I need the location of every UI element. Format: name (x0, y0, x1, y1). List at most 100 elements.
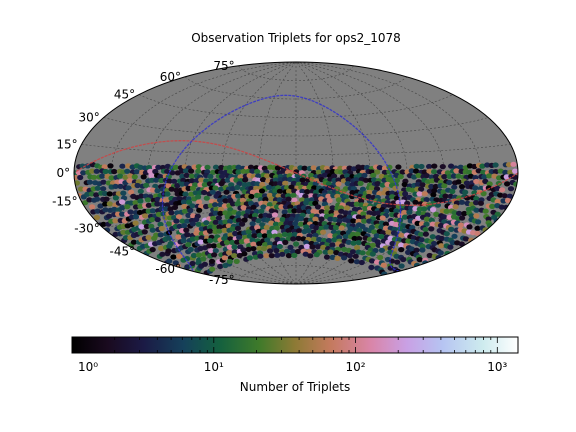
triplet-cell (377, 254, 384, 261)
triplet-cell (166, 178, 173, 184)
triplet-cell (497, 192, 504, 198)
triplet-cell (398, 247, 405, 253)
triplet-cell (379, 182, 386, 188)
triplet-cell (337, 214, 344, 220)
triplet-cell (419, 247, 426, 253)
triplet-cell (329, 254, 336, 260)
triplet-cell (291, 252, 298, 258)
triplet-cell (318, 209, 325, 215)
triplet-cell (198, 235, 205, 241)
triplet-cell (457, 164, 464, 170)
triplet-cell (494, 185, 501, 191)
triplet-cell (185, 212, 192, 218)
triplet-cell (348, 258, 355, 264)
triplet-cell (276, 197, 283, 203)
triplet-cell (393, 221, 400, 228)
triplet-cell (378, 233, 385, 240)
triplet-cell (287, 244, 294, 250)
triplet-cell (401, 209, 408, 216)
triplet-cell (462, 189, 469, 195)
triplet-cell (418, 237, 425, 243)
triplet-cell (294, 248, 302, 255)
triplet-cell (462, 236, 469, 242)
triplet-cell (405, 249, 412, 255)
triplet-cell (232, 230, 239, 237)
triplet-cell (426, 168, 433, 174)
triplet-cell (388, 178, 395, 184)
triplet-cell (280, 193, 287, 199)
triplet-cell (422, 226, 429, 233)
triplet-cell (335, 181, 342, 187)
triplet-cell (234, 201, 241, 207)
triplet-cell (433, 211, 440, 217)
triplet-cell (212, 185, 219, 191)
triplet-cell (117, 183, 124, 189)
triplet-cell (143, 182, 150, 188)
triplet-cell (103, 196, 110, 202)
triplet-cell (217, 206, 225, 212)
triplet-cell (397, 174, 404, 180)
triplet-cell (188, 178, 196, 184)
triplet-cell (281, 209, 288, 215)
triplet-cell (329, 168, 336, 175)
triplet-cell (122, 235, 130, 241)
triplet-cell (338, 225, 345, 231)
ecliptic-line (74, 140, 518, 206)
triplet-cell (186, 199, 193, 205)
triplet-cell (285, 196, 292, 202)
triplet-cell (314, 244, 321, 250)
triplet-cell (285, 228, 292, 234)
triplet-cell (378, 247, 385, 253)
triplet-cell (106, 191, 113, 197)
triplet-cell (119, 211, 126, 217)
triplet-cell (305, 228, 312, 234)
triplet-cell (239, 221, 246, 227)
triplet-cell (217, 210, 224, 216)
triplet-cell (210, 169, 217, 175)
galactic-plane-line (161, 94, 402, 272)
triplet-cell (82, 200, 89, 206)
triplet-cell (168, 210, 175, 216)
triplet-cell (307, 253, 314, 259)
triplet-cell (485, 216, 492, 222)
triplet-cell (380, 262, 387, 268)
triplet-cell (77, 186, 85, 192)
triplet-cell (328, 224, 335, 230)
triplet-cell (258, 188, 266, 194)
triplet-cell (274, 236, 281, 242)
triplet-cell (373, 233, 380, 239)
triplet-cell (267, 248, 274, 254)
triplet-cell (165, 248, 172, 254)
triplet-cell (245, 208, 252, 215)
triplet-cell (362, 177, 370, 183)
triplet-cell (357, 180, 364, 186)
triplet-cell (447, 244, 454, 250)
triplet-cell (489, 203, 496, 209)
triplet-cell (423, 173, 430, 179)
triplet-cell (451, 233, 458, 239)
triplet-cell (89, 204, 96, 210)
triplet-cell (424, 212, 431, 218)
triplet-cell (120, 190, 127, 196)
triplet-cell (398, 263, 405, 269)
triplet-cell (389, 190, 396, 196)
triplet-cell (274, 165, 281, 171)
triplet-cell (229, 239, 236, 245)
lat-label-m60: -60° (155, 262, 181, 276)
triplet-cell (179, 218, 186, 224)
triplet-cell (154, 201, 161, 207)
triplet-cell (102, 207, 109, 213)
triplet-cell (251, 233, 258, 239)
triplet-cell (325, 193, 332, 199)
triplet-cell (401, 181, 408, 188)
triplet-cell (416, 206, 423, 212)
triplet-cell (245, 246, 252, 252)
triplet-cell (337, 251, 344, 257)
map-outline (73, 61, 519, 285)
triplet-cell (320, 244, 327, 250)
triplet-cell (122, 174, 129, 180)
triplet-cell (422, 231, 429, 237)
triplet-cell (368, 264, 375, 270)
triplet-cell (193, 217, 200, 223)
triplet-cell (456, 210, 463, 216)
